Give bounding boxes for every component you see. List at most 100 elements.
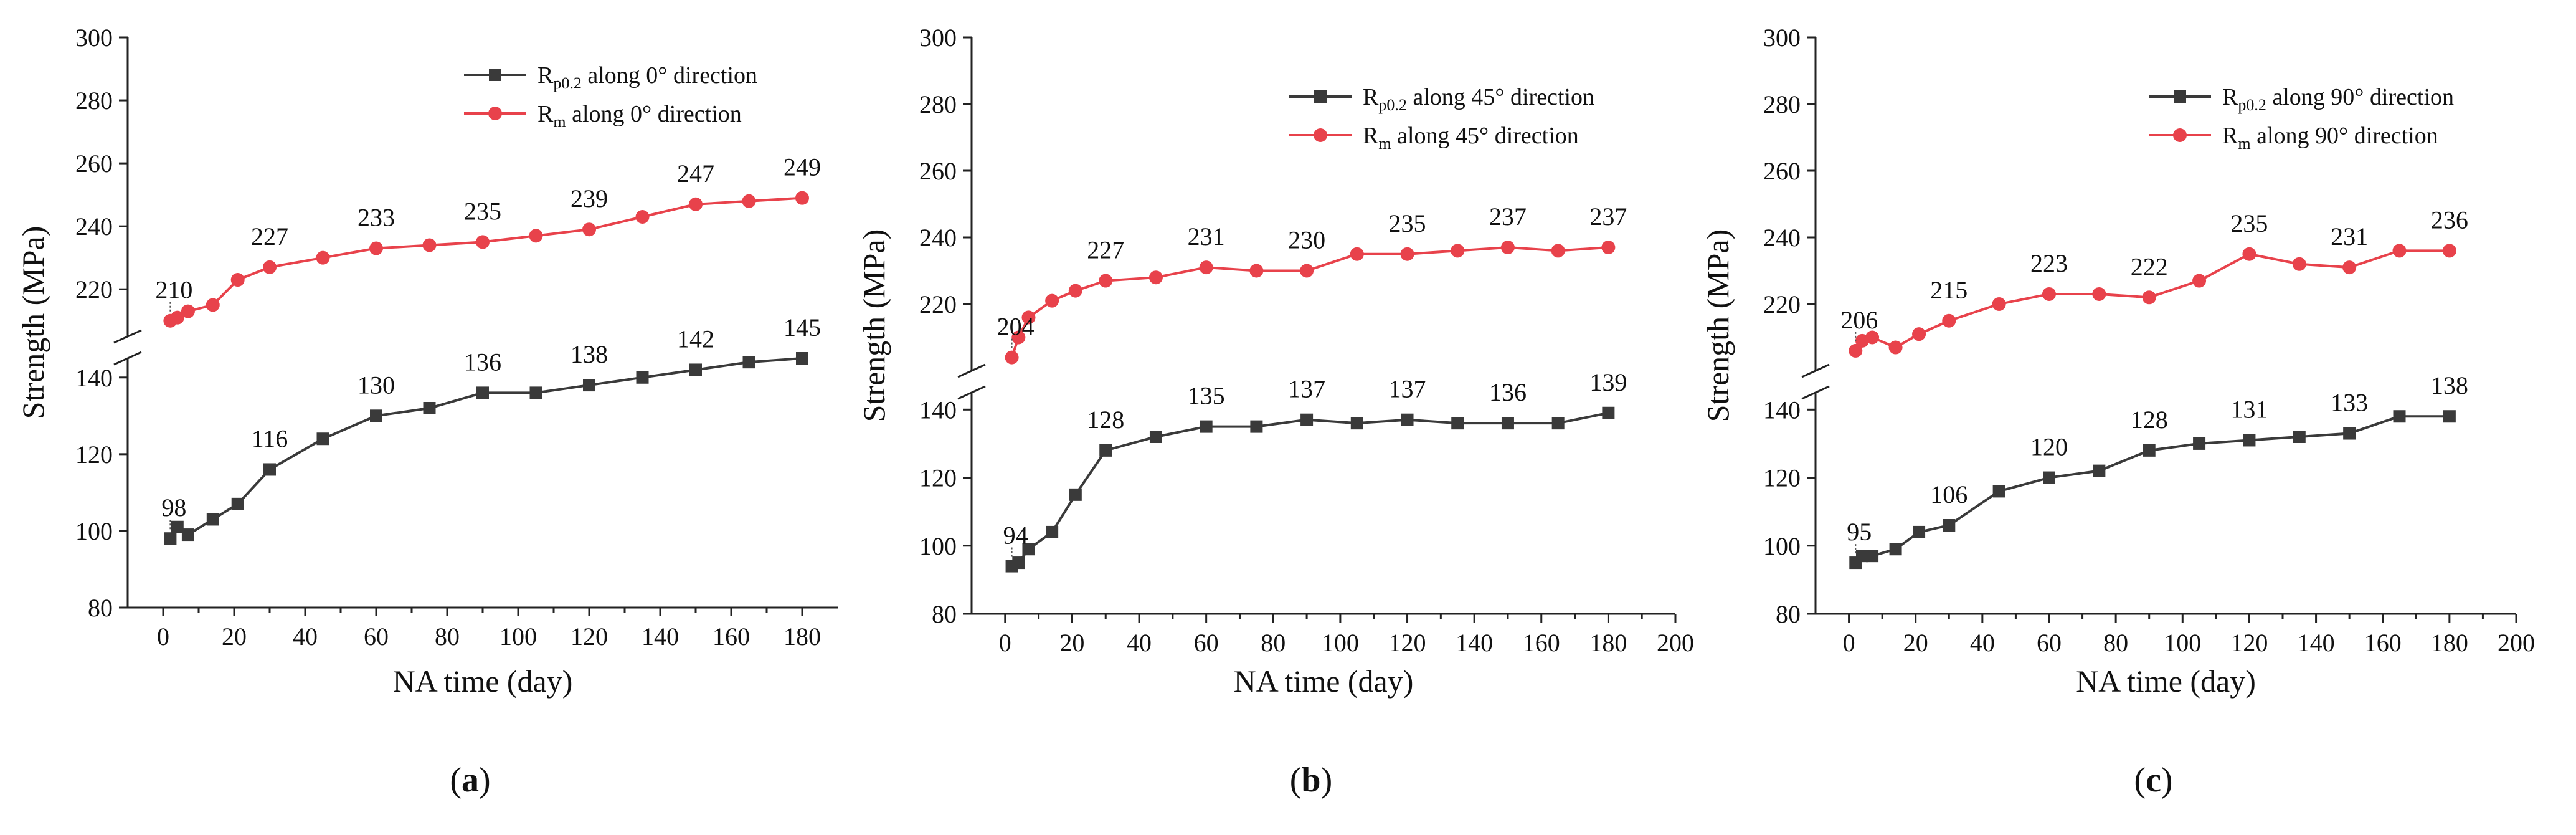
data-point-circle	[2042, 287, 2056, 301]
legend-label: Rm along 45° direction	[1363, 123, 1579, 153]
data-point-square	[1200, 420, 1213, 433]
data-point-circle	[1199, 260, 1213, 275]
y-tick-label: 300	[1763, 24, 1801, 52]
data-point-square	[583, 379, 595, 392]
data-point-square	[529, 386, 542, 399]
y-tick-label: 100	[919, 532, 957, 560]
data-point-circle	[2092, 287, 2106, 301]
data-label: 222	[2131, 252, 2168, 280]
data-point-square	[689, 363, 702, 376]
data-point-circle	[742, 194, 756, 208]
x-tick-label: 180	[1589, 629, 1627, 657]
data-point-square	[1149, 431, 1162, 443]
x-tick-label: 0	[999, 629, 1011, 657]
x-tick-label: 60	[1194, 629, 1219, 657]
data-label: 204	[997, 313, 1035, 341]
data-point-circle	[1045, 293, 1059, 308]
data-label: 223	[2030, 249, 2068, 277]
legend-label: Rm along 0° direction	[537, 101, 742, 131]
data-label: 98	[161, 494, 186, 522]
y-tick-label: 260	[919, 157, 957, 185]
data-point-square	[1889, 543, 1902, 556]
axis-break-mark	[1801, 385, 1830, 400]
data-label: 128	[2131, 406, 2168, 434]
y-tick-label: 260	[75, 150, 113, 178]
axis-break-mark	[113, 329, 142, 344]
y-axis-title: Strength (MPa)	[1700, 229, 1735, 422]
y-tick-label: 260	[1763, 157, 1801, 185]
y-tick-label: 100	[1763, 532, 1801, 560]
legend-label: Rp0.2 along 0° direction	[537, 62, 757, 92]
data-point-circle	[1099, 274, 1113, 288]
data-label: 138	[571, 340, 608, 368]
y-tick-label: 300	[919, 24, 957, 52]
data-point-square	[1992, 485, 2005, 498]
data-point-square	[1856, 550, 1868, 563]
data-point-square	[636, 371, 649, 384]
y-tick-label: 80	[1776, 600, 1801, 628]
data-label: 231	[1188, 222, 1225, 250]
data-point-circle	[635, 210, 650, 224]
x-axis-title: NA time (day)	[2076, 664, 2256, 699]
data-point-circle	[1350, 247, 1364, 261]
y-tick-label: 220	[1763, 290, 1801, 318]
data-point-square	[1913, 525, 1926, 538]
x-tick-label: 200	[1657, 629, 1694, 657]
axis-break-mark	[1801, 363, 1830, 378]
y-tick-label: 280	[919, 90, 957, 118]
data-point-square	[1551, 417, 1565, 430]
data-point-circle	[1551, 244, 1565, 258]
data-point-circle	[1005, 350, 1019, 365]
x-tick-label: 60	[364, 623, 389, 651]
data-label: 136	[464, 348, 501, 376]
legend-marker-square	[1314, 90, 1327, 103]
y-axis-title: Strength (MPa)	[856, 229, 891, 422]
y-tick-label: 140	[1763, 396, 1801, 424]
data-label: 133	[2331, 389, 2368, 417]
data-point-square	[2093, 464, 2106, 477]
x-tick-label: 0	[1843, 629, 1855, 657]
data-point-circle	[316, 250, 330, 265]
data-point-square	[263, 463, 276, 476]
data-point-circle	[1942, 313, 1956, 328]
x-tick-label: 200	[2498, 629, 2535, 657]
data-label: 230	[1288, 226, 1325, 254]
data-point-circle	[1992, 297, 2006, 311]
y-tick-label: 100	[75, 517, 113, 545]
x-tick-label: 80	[2103, 629, 2128, 657]
data-point-square	[1046, 525, 1059, 538]
legend-label: Rp0.2 along 45° direction	[1363, 84, 1594, 114]
data-point-square	[796, 352, 808, 365]
data-point-square	[164, 532, 177, 545]
data-point-circle	[2242, 247, 2256, 261]
data-point-square	[476, 386, 489, 399]
y-tick-label: 240	[1763, 224, 1801, 252]
data-point-circle	[689, 197, 703, 211]
x-axis-title: NA time (day)	[1234, 664, 1414, 699]
y-tick-label: 120	[1763, 464, 1801, 492]
x-tick-label: 100	[2164, 629, 2201, 657]
data-point-circle	[1300, 264, 1314, 278]
data-label: 235	[464, 197, 501, 225]
panel-label: (b)	[1290, 761, 1332, 799]
data-point-circle	[422, 238, 437, 252]
data-point-circle	[795, 191, 809, 205]
data-label: 116	[252, 424, 288, 452]
data-point-square	[206, 513, 219, 526]
data-label: 139	[1589, 368, 1627, 396]
y-tick-label: 280	[75, 87, 113, 115]
data-point-square	[1099, 444, 1112, 457]
data-label: 237	[1589, 203, 1627, 231]
x-tick-label: 120	[571, 623, 608, 651]
legend-marker-circle	[2173, 128, 2187, 142]
data-point-circle	[2292, 257, 2306, 271]
data-label: 106	[1930, 480, 1968, 508]
x-tick-label: 140	[1456, 629, 1493, 657]
series-line-0	[169, 357, 803, 540]
axis-break-mark	[957, 385, 986, 400]
data-point-circle	[1912, 327, 1926, 341]
data-point-circle	[1400, 247, 1414, 261]
data-label: 137	[1389, 375, 1426, 403]
x-tick-label: 40	[1970, 629, 1995, 657]
data-label: 227	[251, 222, 288, 250]
